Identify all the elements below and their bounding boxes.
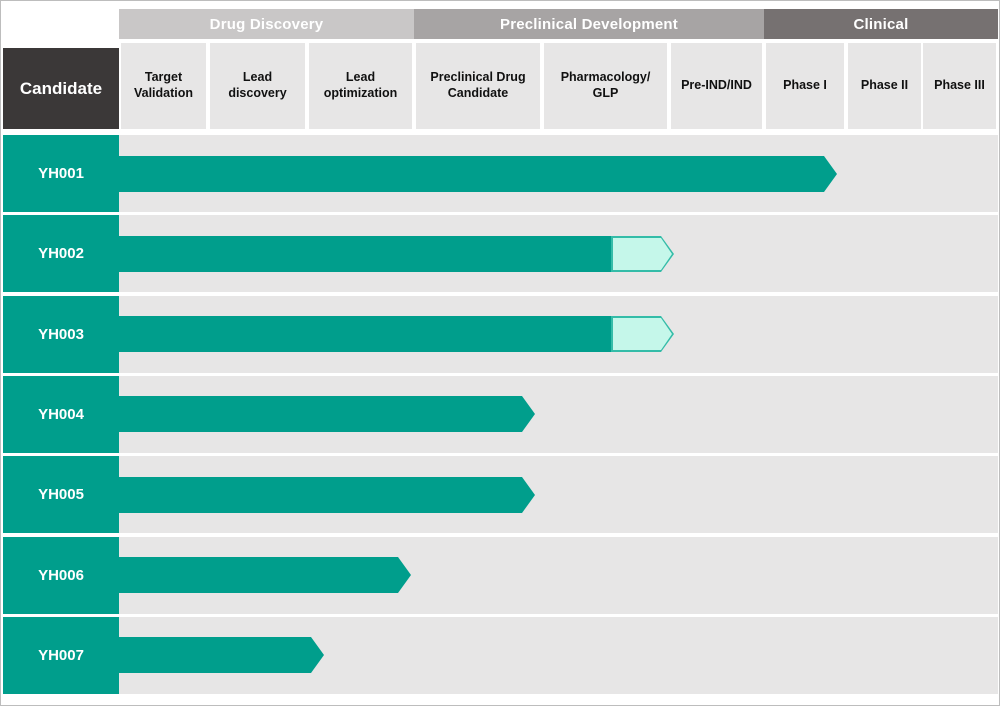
progress-bar — [119, 236, 611, 272]
stage-header-cell: Lead optimization — [309, 43, 412, 129]
candidate-cell: YH006 — [3, 537, 119, 614]
progress-bar — [119, 156, 837, 192]
progress-bar — [119, 396, 535, 432]
projected-bar — [611, 316, 674, 352]
projected-bar-fill — [613, 238, 672, 270]
stage-header-cell: Phase I — [766, 43, 844, 129]
candidate-cell: YH005 — [3, 456, 119, 533]
stage-header-cell: Preclinical Drug Candidate — [416, 43, 540, 129]
projected-bar — [611, 236, 674, 272]
stage-header-cell: Pharmacology/ GLP — [544, 43, 667, 129]
stage-header-cell: Target Validation — [121, 43, 206, 129]
candidate-cell: YH002 — [3, 215, 119, 292]
stage-group-band: Drug Discovery — [119, 9, 414, 39]
progress-bar — [119, 557, 411, 593]
candidate-cell: YH007 — [3, 617, 119, 694]
candidate-cell: YH004 — [3, 376, 119, 453]
stage-header-cell: Phase III — [923, 43, 996, 129]
progress-bar — [119, 637, 324, 673]
stage-group-band: Preclinical Development — [414, 9, 764, 39]
progress-bar — [119, 316, 611, 352]
stage-header-cell: Phase II — [848, 43, 921, 129]
stage-group-band: Clinical — [764, 9, 998, 39]
candidate-cell: YH003 — [3, 296, 119, 373]
candidate-cell: YH001 — [3, 135, 119, 212]
stage-header-cell: Pre-IND/IND — [671, 43, 762, 129]
projected-bar-fill — [613, 318, 672, 350]
stage-header-cell: Lead discovery — [210, 43, 305, 129]
candidate-column-header: Candidate — [3, 48, 119, 129]
progress-bar — [119, 477, 535, 513]
